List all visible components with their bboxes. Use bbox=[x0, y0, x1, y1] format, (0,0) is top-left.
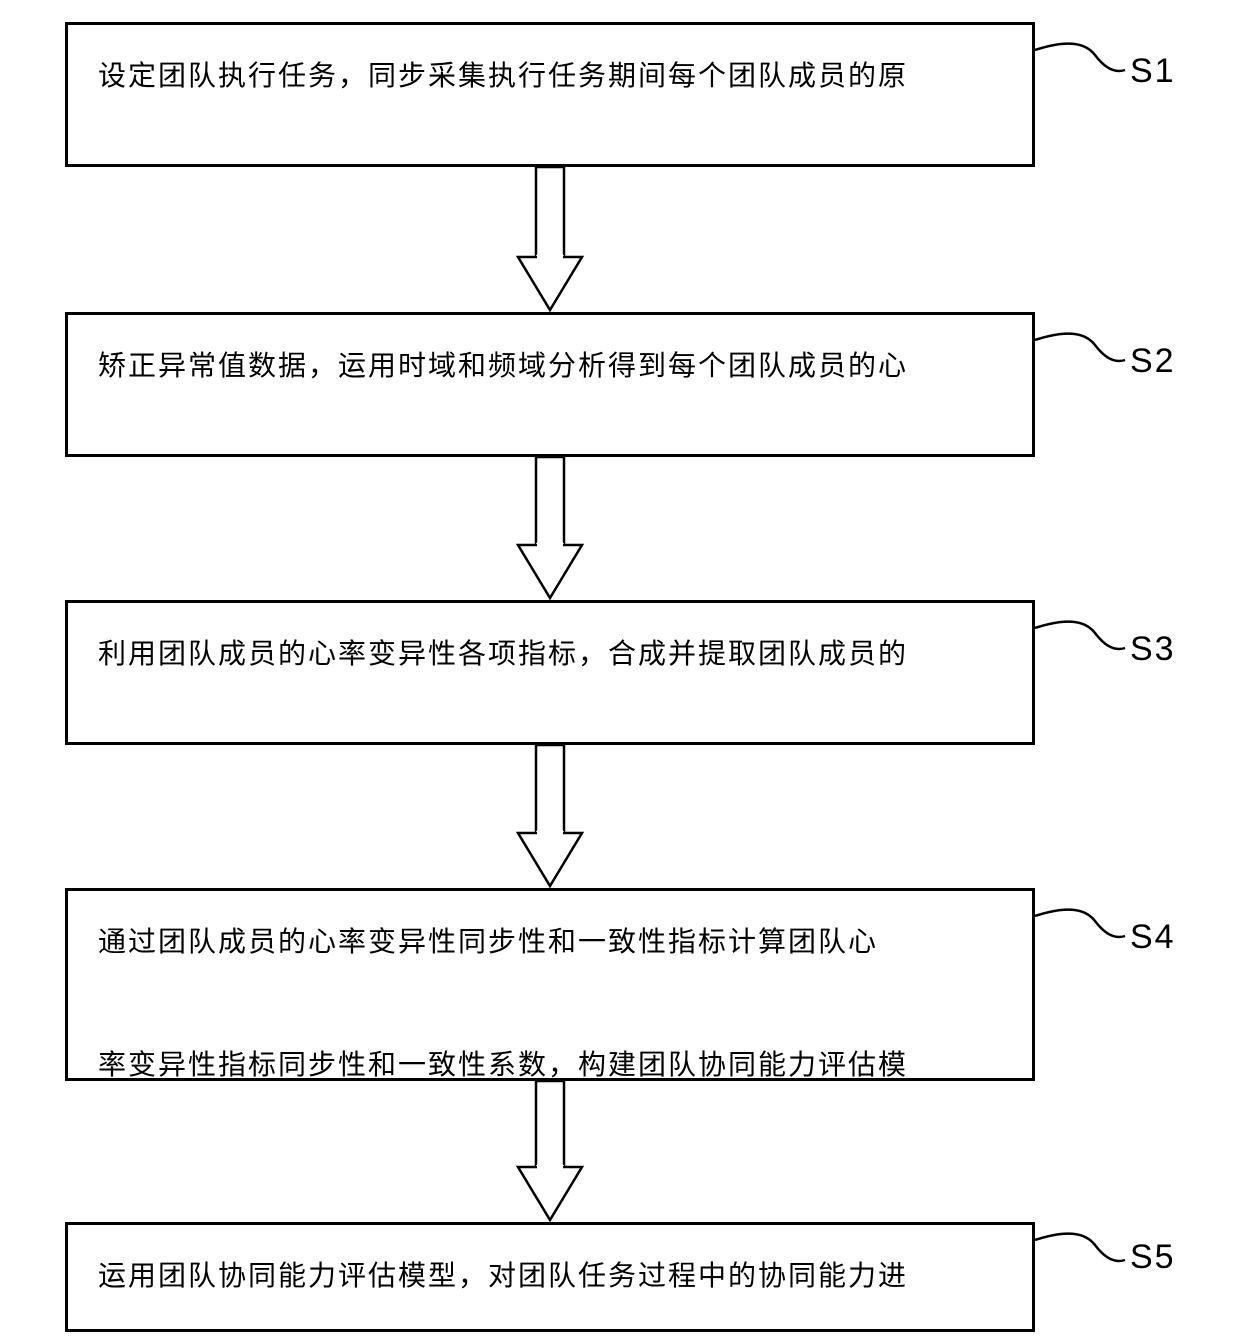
flowchart-node-s1: 设定团队执行任务，同步采集执行任务期间每个团队成员的原 bbox=[65, 22, 1035, 167]
flowchart-container: 设定团队执行任务，同步采集执行任务期间每个团队成员的原 S1 矫正异常值数据，运… bbox=[0, 0, 1240, 1342]
flowchart-node-s3: 利用团队成员的心率变异性各项指标，合成并提取团队成员的 bbox=[65, 600, 1035, 745]
flowchart-node-s4: 通过团队成员的心率变异性同步性和一致性指标计算团队心 率变异性指标同步性和一致性… bbox=[65, 888, 1035, 1081]
flowchart-arrow bbox=[510, 167, 590, 312]
step-label-s3: S3 bbox=[1130, 630, 1176, 669]
flowchart-node-s5: 运用团队协同能力评估模型，对团队任务过程中的协同能力进 bbox=[65, 1222, 1035, 1332]
node-text: 矫正异常值数据，运用时域和频域分析得到每个团队成员的心 bbox=[98, 335, 908, 397]
node-text: 利用团队成员的心率变异性各项指标，合成并提取团队成员的 bbox=[98, 623, 908, 685]
flowchart-arrow bbox=[510, 457, 590, 600]
connector-curve-s4 bbox=[1035, 906, 1130, 956]
step-label-s4: S4 bbox=[1130, 918, 1176, 957]
flowchart-node-s2: 矫正异常值数据，运用时域和频域分析得到每个团队成员的心 bbox=[65, 312, 1035, 457]
flowchart-arrow bbox=[510, 1081, 590, 1222]
step-label-s2: S2 bbox=[1130, 342, 1176, 381]
connector-curve-s3 bbox=[1035, 618, 1130, 668]
connector-curve-s2 bbox=[1035, 330, 1130, 380]
node-text: 通过团队成员的心率变异性同步性和一致性指标计算团队心 率变异性指标同步性和一致性… bbox=[98, 911, 908, 1081]
flowchart-arrow bbox=[510, 745, 590, 888]
node-text: 运用团队协同能力评估模型，对团队任务过程中的协同能力进 bbox=[98, 1245, 908, 1307]
connector-curve-s5 bbox=[1035, 1230, 1130, 1280]
step-label-s1: S1 bbox=[1130, 52, 1176, 91]
connector-curve-s1 bbox=[1035, 40, 1130, 90]
step-label-s5: S5 bbox=[1130, 1238, 1176, 1277]
node-text: 设定团队执行任务，同步采集执行任务期间每个团队成员的原 bbox=[98, 45, 908, 107]
